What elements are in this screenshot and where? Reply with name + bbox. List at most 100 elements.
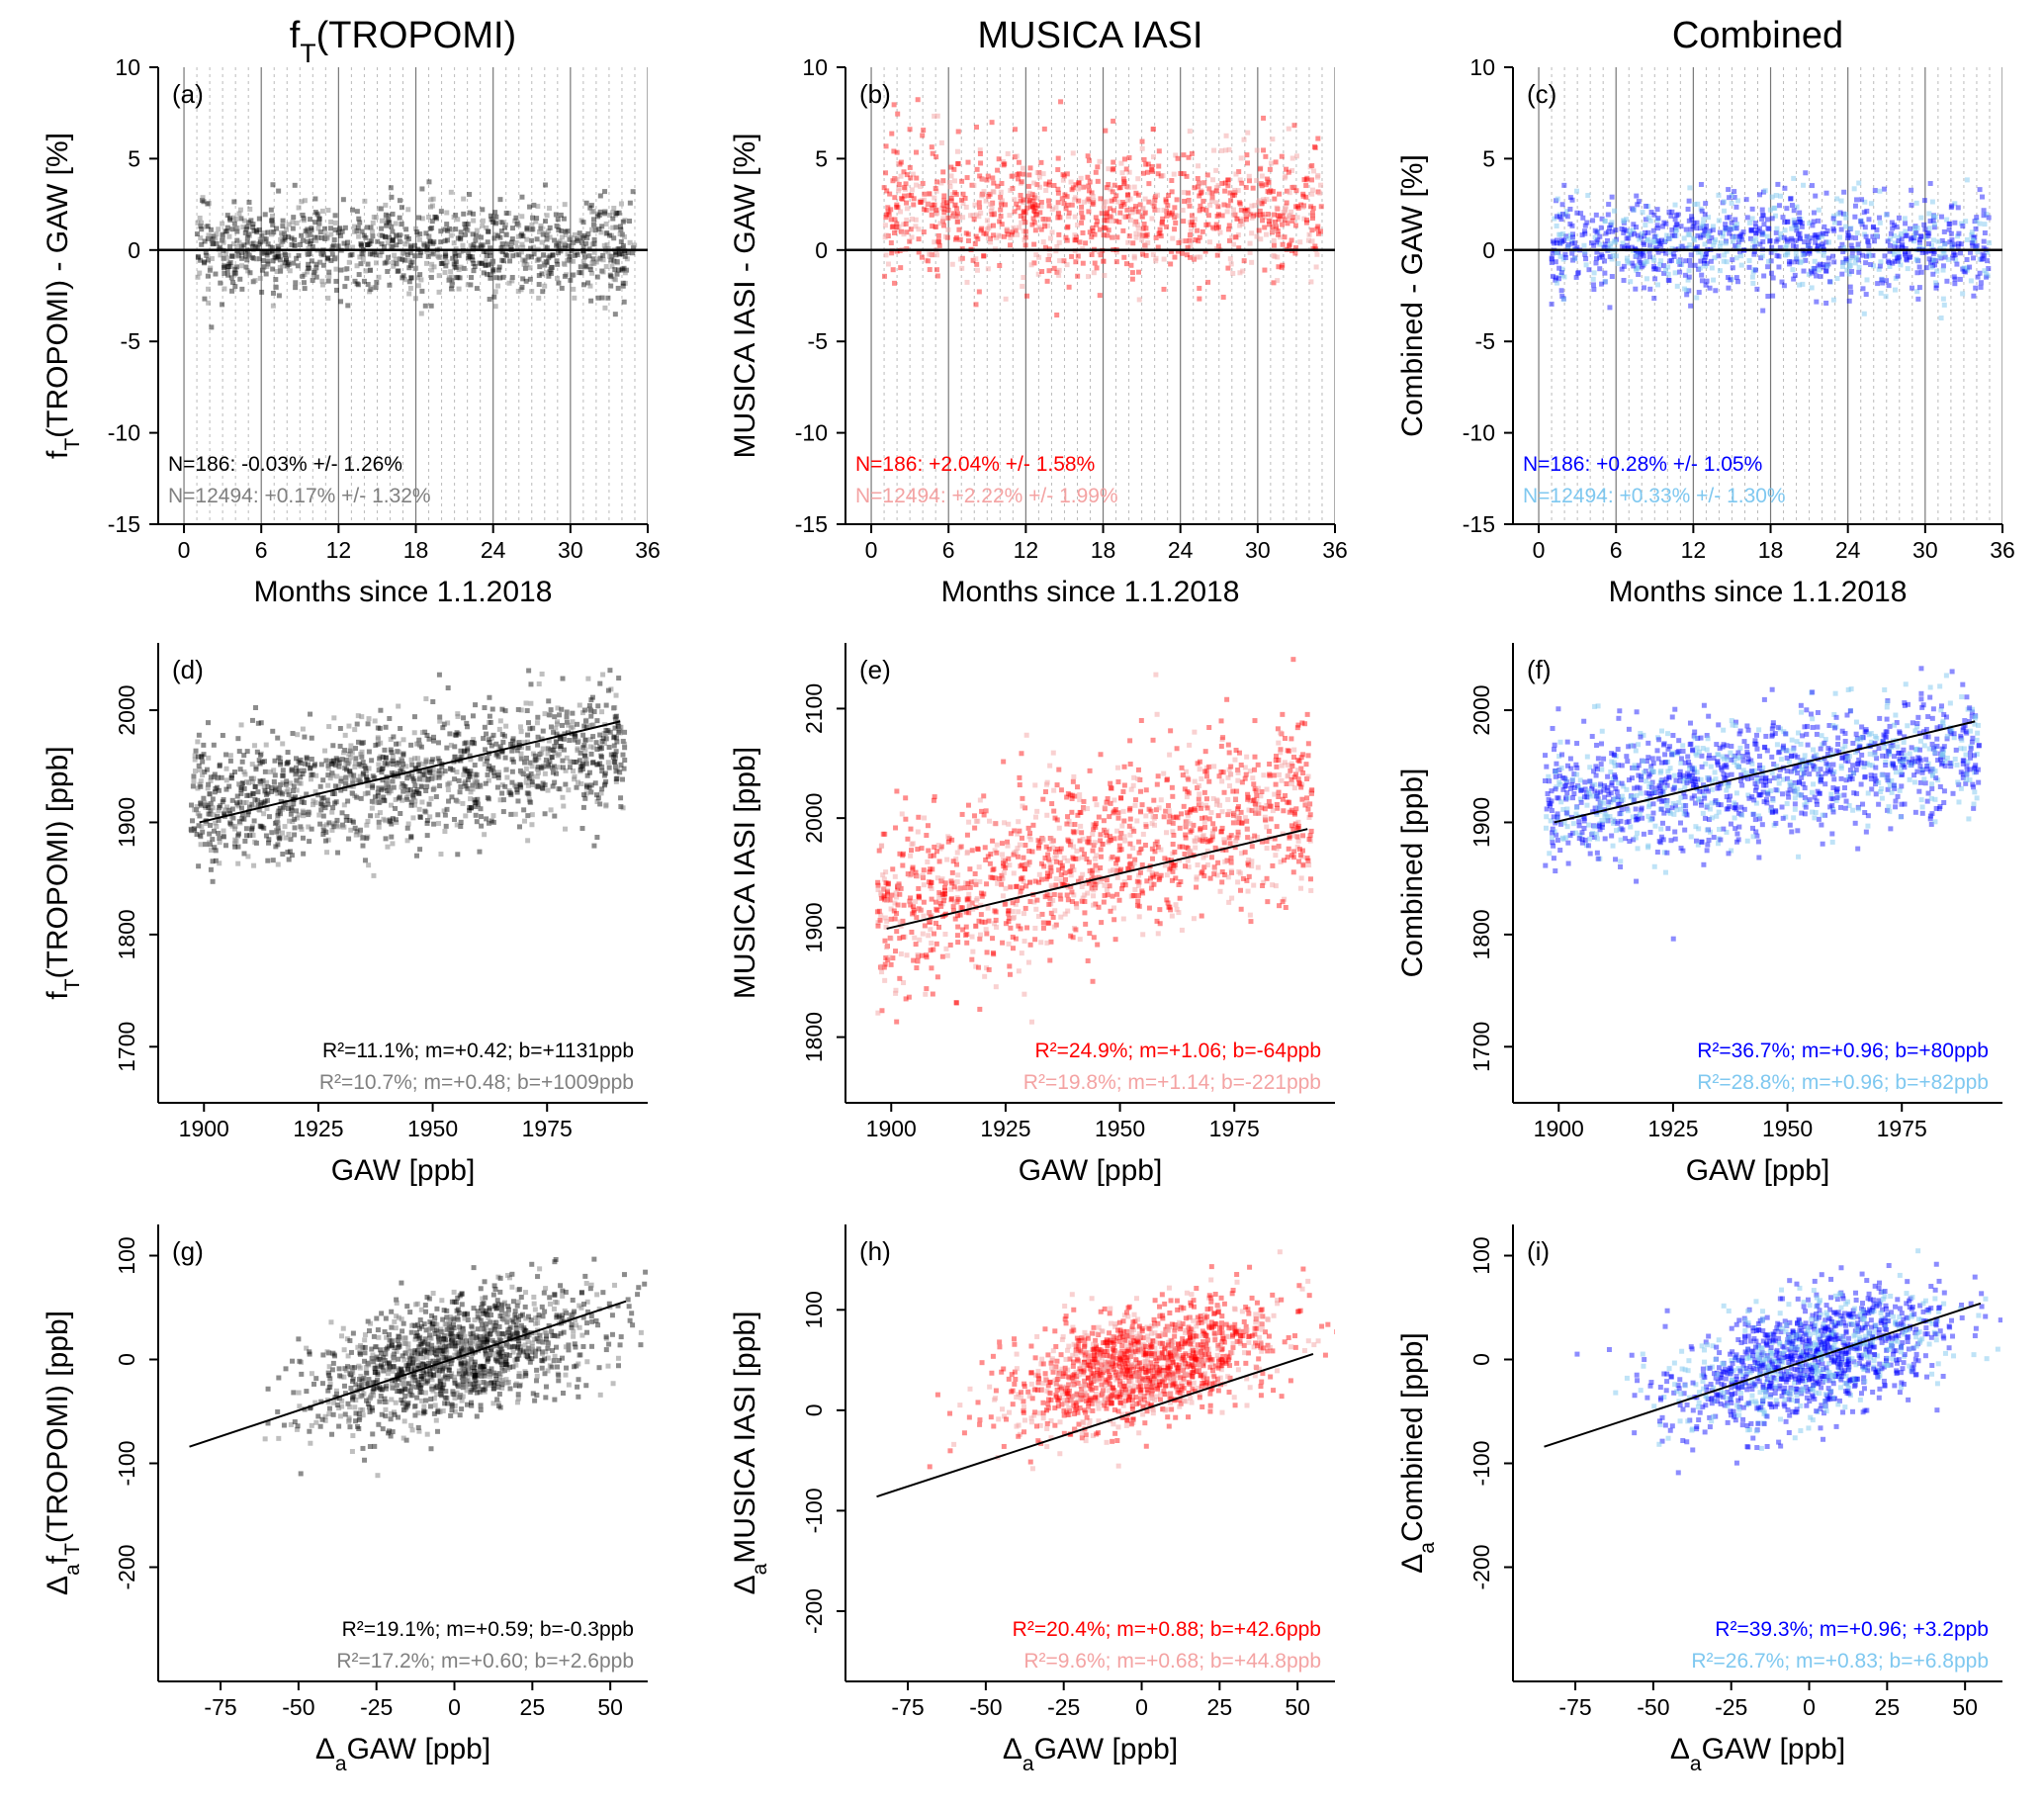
data-point bbox=[232, 844, 238, 850]
data-point bbox=[367, 251, 373, 257]
data-point bbox=[330, 761, 336, 767]
data-point bbox=[364, 773, 370, 779]
data-point bbox=[344, 767, 350, 772]
data-point bbox=[240, 225, 246, 230]
data-point bbox=[458, 823, 464, 829]
data-point bbox=[624, 256, 630, 262]
data-point bbox=[208, 866, 214, 872]
data-point bbox=[1208, 198, 1214, 204]
data-point bbox=[555, 721, 561, 727]
data-point bbox=[221, 265, 226, 271]
data-point bbox=[548, 266, 554, 272]
data-point bbox=[249, 824, 255, 830]
data-point bbox=[1028, 204, 1034, 210]
data-point bbox=[1125, 239, 1131, 245]
data-point bbox=[1030, 216, 1036, 222]
data-point bbox=[568, 258, 574, 264]
data-point bbox=[1192, 217, 1198, 223]
data-point bbox=[1727, 230, 1733, 236]
data-point bbox=[307, 839, 312, 845]
data-point bbox=[495, 754, 501, 760]
data-point bbox=[941, 193, 947, 199]
data-point bbox=[431, 785, 437, 791]
data-point bbox=[414, 231, 420, 237]
data-point bbox=[534, 783, 540, 789]
data-point bbox=[1099, 211, 1105, 217]
data-point bbox=[1180, 250, 1186, 256]
data-point bbox=[954, 148, 960, 154]
data-point bbox=[197, 215, 203, 221]
data-point bbox=[965, 159, 971, 165]
data-point bbox=[611, 735, 617, 741]
data-point bbox=[378, 707, 384, 713]
data-point bbox=[1221, 202, 1227, 208]
y-axis-title: MUSICA IASI - GAW [%] bbox=[729, 134, 761, 459]
data-point bbox=[1085, 198, 1091, 204]
data-point bbox=[1549, 301, 1555, 307]
data-point bbox=[1702, 228, 1708, 234]
data-point bbox=[1003, 202, 1009, 208]
data-point bbox=[1086, 209, 1092, 215]
data-point bbox=[1555, 237, 1560, 243]
data-point bbox=[375, 798, 381, 804]
data-point bbox=[1986, 240, 1992, 246]
data-point bbox=[356, 762, 362, 768]
data-point bbox=[1045, 223, 1051, 228]
data-point bbox=[236, 749, 242, 755]
data-point bbox=[1735, 239, 1741, 245]
data-point bbox=[222, 286, 227, 292]
data-point bbox=[1008, 187, 1014, 193]
data-point bbox=[394, 232, 400, 238]
data-point bbox=[438, 239, 444, 245]
data-point bbox=[312, 209, 318, 215]
data-point bbox=[1902, 251, 1908, 257]
data-point bbox=[436, 672, 442, 678]
data-point bbox=[289, 241, 295, 247]
data-point bbox=[914, 182, 920, 188]
data-point bbox=[597, 744, 603, 750]
data-point bbox=[891, 148, 897, 154]
data-point bbox=[1706, 233, 1712, 239]
data-point bbox=[627, 200, 633, 206]
data-point bbox=[1564, 214, 1570, 220]
stats-text: N=186: +2.04% +/- 1.58% bbox=[855, 453, 1095, 476]
data-point bbox=[476, 233, 482, 239]
data-point bbox=[473, 804, 479, 810]
data-point bbox=[539, 239, 545, 245]
data-point bbox=[963, 230, 969, 236]
data-point bbox=[489, 217, 494, 223]
data-point bbox=[1941, 302, 1947, 308]
data-point bbox=[311, 763, 317, 769]
data-point bbox=[404, 796, 410, 802]
data-point bbox=[1602, 278, 1608, 284]
data-point bbox=[1720, 230, 1726, 236]
data-point bbox=[453, 259, 459, 265]
data-point bbox=[313, 772, 319, 778]
data-point bbox=[495, 283, 501, 289]
data-point bbox=[1949, 203, 1955, 209]
data-point bbox=[440, 260, 446, 266]
data-point bbox=[1750, 244, 1756, 250]
data-point bbox=[486, 228, 491, 234]
data-point bbox=[253, 765, 259, 770]
data-point bbox=[1975, 274, 1981, 280]
data-point bbox=[570, 719, 576, 725]
data-point bbox=[944, 203, 950, 209]
data-point bbox=[933, 207, 939, 213]
data-point bbox=[1830, 226, 1836, 231]
data-point bbox=[1287, 190, 1292, 196]
data-point bbox=[1887, 242, 1893, 248]
data-point bbox=[1849, 246, 1855, 252]
data-point bbox=[1759, 229, 1765, 235]
data-point bbox=[248, 241, 254, 247]
data-point bbox=[1635, 249, 1641, 255]
data-point bbox=[1254, 212, 1260, 218]
data-point bbox=[582, 263, 588, 269]
data-point bbox=[263, 742, 269, 748]
data-point bbox=[258, 824, 264, 830]
data-point bbox=[1726, 187, 1732, 193]
data-point bbox=[203, 842, 209, 848]
data-point bbox=[1103, 128, 1109, 134]
data-point bbox=[564, 755, 570, 761]
data-point bbox=[903, 186, 909, 192]
